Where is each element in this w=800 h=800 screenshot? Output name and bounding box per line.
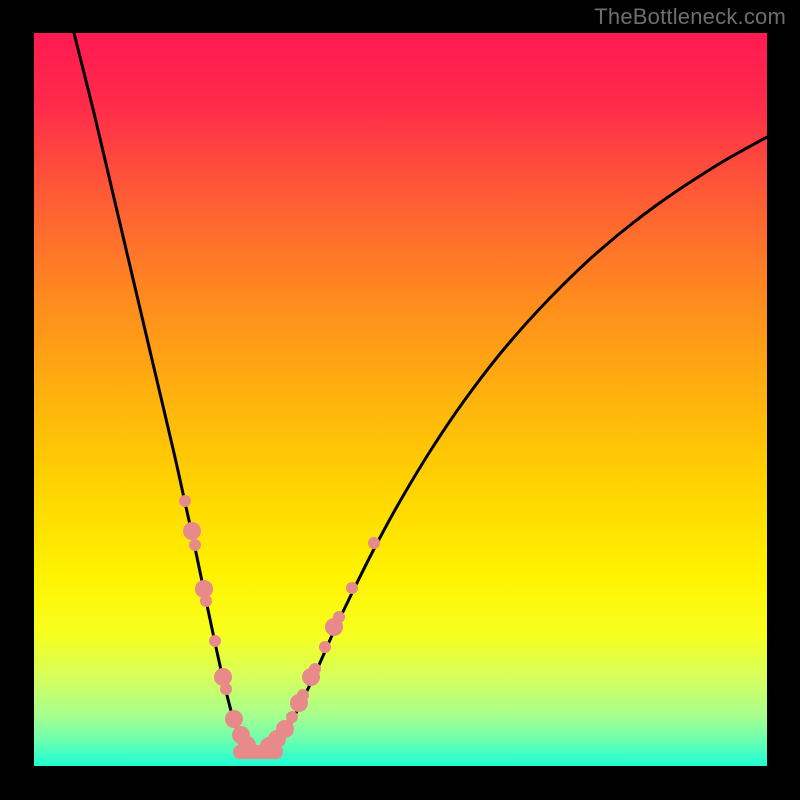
marker-dot <box>346 582 358 594</box>
bottleneck-chart <box>34 33 767 766</box>
marker-dot <box>238 736 256 754</box>
marker-dot <box>225 710 243 728</box>
marker-dot <box>183 522 201 540</box>
marker-dot <box>309 663 321 675</box>
marker-dot <box>195 580 213 598</box>
marker-dot <box>214 668 232 686</box>
marker-dot <box>297 689 309 701</box>
marker-dot <box>368 537 380 549</box>
marker-dot <box>179 495 191 507</box>
marker-dot <box>319 641 331 653</box>
watermark-text: TheBottleneck.com <box>594 4 786 30</box>
chart-svg <box>34 33 767 766</box>
gradient-background <box>34 33 767 766</box>
marker-dot <box>189 539 201 551</box>
marker-dot <box>209 635 221 647</box>
marker-dot <box>220 683 232 695</box>
marker-dot <box>286 711 298 723</box>
marker-dot <box>333 611 345 623</box>
marker-dot <box>200 595 212 607</box>
